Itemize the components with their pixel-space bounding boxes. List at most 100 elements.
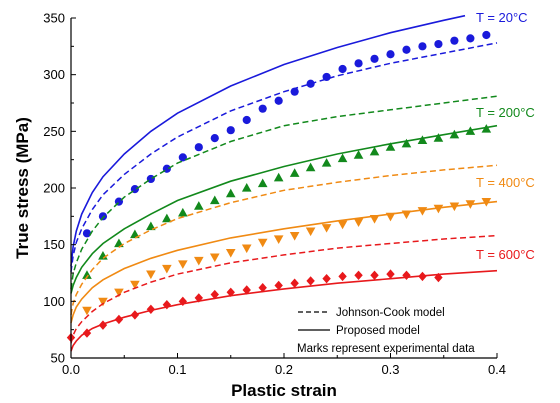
x-axis-title: Plastic strain (231, 381, 337, 400)
experimental-point (82, 270, 92, 279)
johnson-cook-line (70, 95, 498, 290)
experimental-point (354, 270, 363, 280)
proposed-line (70, 124, 498, 294)
experimental-point (242, 115, 251, 125)
experimental-point (305, 227, 316, 237)
axes: 0.0 0.1 0.2 0.3 0.4 50 100 150 200 250 300 350 (43, 11, 506, 378)
legend-proposed-label: Proposed model (336, 325, 420, 337)
experimental-point (338, 64, 347, 74)
experimental-point (209, 195, 220, 205)
experimental-point (210, 134, 219, 143)
experimental-point (305, 162, 316, 172)
x-tick-label: 0.0 (62, 362, 80, 377)
experimental-point (466, 34, 475, 43)
experimental-point (130, 280, 140, 290)
x-tick-label: 0.4 (488, 362, 506, 377)
experimental-point (82, 328, 92, 338)
experimental-point (401, 210, 412, 220)
experimental-point (225, 249, 236, 258)
x-ticks: 0.0 0.1 0.2 0.3 0.4 (62, 353, 506, 377)
plot-area (66, 14, 498, 352)
experimental-point (130, 229, 140, 239)
experimental-point (98, 212, 108, 221)
x-tick-label: 0.3 (381, 362, 399, 377)
experimental-point (418, 42, 427, 51)
experimental-point (241, 183, 252, 192)
experimental-point (385, 142, 396, 151)
series-2 (70, 164, 498, 324)
experimental-point (274, 280, 283, 291)
y-tick-label: 250 (43, 124, 65, 139)
experimental-point (178, 207, 188, 217)
experimental-point (337, 220, 348, 230)
experimental-point (273, 235, 284, 244)
experimental-point (242, 285, 251, 295)
experimental-point (194, 201, 204, 210)
experimental-point (258, 283, 267, 293)
experimental-point (369, 215, 380, 224)
experimental-point (370, 54, 379, 63)
experimental-point (178, 260, 188, 269)
experimental-point (482, 30, 491, 40)
experimental-point (225, 188, 236, 198)
series-labels: T = 20°C T = 200°C T = 400°C T = 600°C (476, 10, 535, 262)
johnson-cook-line (70, 164, 498, 316)
experimental-point (353, 150, 364, 159)
series-3 (66, 234, 498, 352)
experimental-point (401, 138, 412, 148)
experimental-point (306, 79, 315, 88)
experimental-point (353, 218, 364, 227)
experimental-point (465, 126, 476, 135)
experimental-point (114, 288, 124, 298)
y-tick-label: 200 (43, 181, 65, 196)
experimental-point (146, 304, 156, 314)
johnson-cook-line (70, 42, 498, 272)
y-tick-label: 100 (43, 294, 65, 309)
experimental-point (402, 45, 411, 54)
proposed-line (70, 14, 466, 267)
experimental-point (322, 72, 331, 82)
experimental-point (402, 270, 411, 280)
experimental-point (178, 153, 187, 162)
experimental-point (114, 314, 124, 325)
experimental-point (434, 272, 443, 283)
experimental-point (82, 229, 92, 238)
experimental-point (337, 153, 348, 163)
series-label: T = 20°C (476, 10, 528, 25)
experimental-point (481, 124, 492, 133)
experimental-point (258, 104, 267, 113)
experimental-point (162, 300, 172, 310)
y-tick-label: 50 (51, 351, 65, 366)
experimental-point (434, 39, 443, 49)
experimental-point (289, 232, 300, 241)
legend-note: Marks represent experimental data (297, 343, 475, 355)
experimental-point (338, 271, 347, 282)
y-tick-label: 300 (43, 67, 65, 82)
series-label: T = 600°C (476, 247, 535, 262)
experimental-point (178, 296, 188, 307)
experimental-point (162, 264, 172, 274)
series-label: T = 400°C (476, 175, 535, 190)
experimental-point (433, 133, 444, 142)
y-tick-label: 350 (43, 11, 65, 26)
experimental-point (194, 256, 204, 266)
experimental-point (306, 276, 315, 286)
experimental-point (210, 289, 219, 300)
experimental-point (226, 287, 235, 297)
experimental-point (369, 146, 380, 156)
experimental-point (146, 270, 156, 280)
experimental-point (273, 172, 284, 182)
experimental-point (98, 320, 108, 330)
legend-johnson-cook-label: Johnson-Cook model (336, 307, 445, 319)
experimental-point (289, 168, 300, 177)
experimental-point (449, 202, 460, 212)
experimental-point (418, 271, 427, 282)
experimental-point (386, 50, 395, 59)
experimental-point (450, 36, 459, 45)
experimental-point (290, 87, 299, 96)
series-label: T = 200°C (476, 105, 535, 120)
experimental-point (385, 212, 396, 222)
proposed-line (70, 200, 498, 324)
experimental-point (354, 59, 363, 68)
